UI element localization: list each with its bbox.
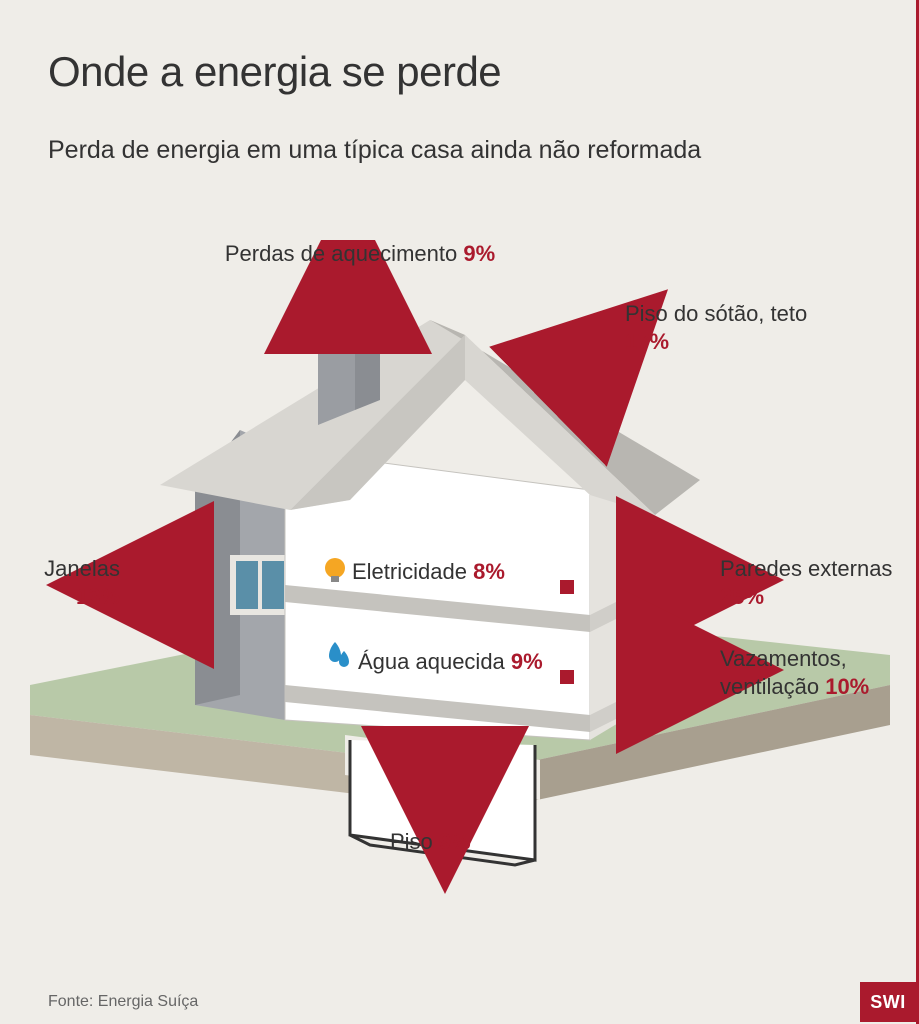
- label-attic: Piso do sótão, teto 17%: [625, 300, 807, 355]
- source-label: Fonte: Energia Suíça: [48, 993, 198, 1011]
- label-leaks-text2: ventilação: [720, 674, 819, 699]
- label-leaks: Vazamentos, ventilação 10%: [720, 645, 869, 700]
- arrow-attic: [560, 348, 608, 395]
- label-water-text: Água aquecida: [358, 649, 505, 674]
- label-floor-text: Piso: [390, 829, 433, 854]
- label-floor-value: 9%: [439, 829, 471, 854]
- label-elec-text: Eletricidade: [352, 559, 467, 584]
- label-water-value: 9%: [511, 649, 543, 674]
- swi-logo: SWI: [860, 982, 916, 1022]
- label-heating-text: Perdas de aquecimento: [225, 241, 457, 266]
- label-elec-value: 8%: [473, 559, 505, 584]
- footer: Fonte: Energia Suíça SWI: [0, 980, 916, 1024]
- label-windows: Janelas 13%: [35, 555, 120, 610]
- label-windows-value: 13%: [76, 584, 120, 609]
- label-attic-value: 17%: [625, 329, 669, 354]
- label-leaks-text1: Vazamentos,: [720, 646, 847, 671]
- label-water: Água aquecida 9%: [358, 648, 543, 676]
- label-heating-value: 9%: [463, 241, 495, 266]
- label-windows-text: Janelas: [44, 556, 120, 581]
- label-walls-value: 25%: [720, 584, 764, 609]
- label-walls-text: Paredes externas: [720, 556, 892, 581]
- page-title: Onde a energia se perde: [0, 0, 916, 96]
- house-diagram: Perdas de aquecimento 9% Piso do sótão, …: [0, 240, 919, 940]
- label-elec: Eletricidade 8%: [352, 558, 505, 586]
- label-floor: Piso 9%: [390, 828, 471, 856]
- page-subtitle: Perda de energia em uma típica casa aind…: [0, 96, 916, 165]
- label-attic-text: Piso do sótão, teto: [625, 301, 807, 326]
- label-walls: Paredes externas 25%: [720, 555, 892, 610]
- label-heating: Perdas de aquecimento 9%: [195, 240, 525, 268]
- label-leaks-value: 10%: [825, 674, 869, 699]
